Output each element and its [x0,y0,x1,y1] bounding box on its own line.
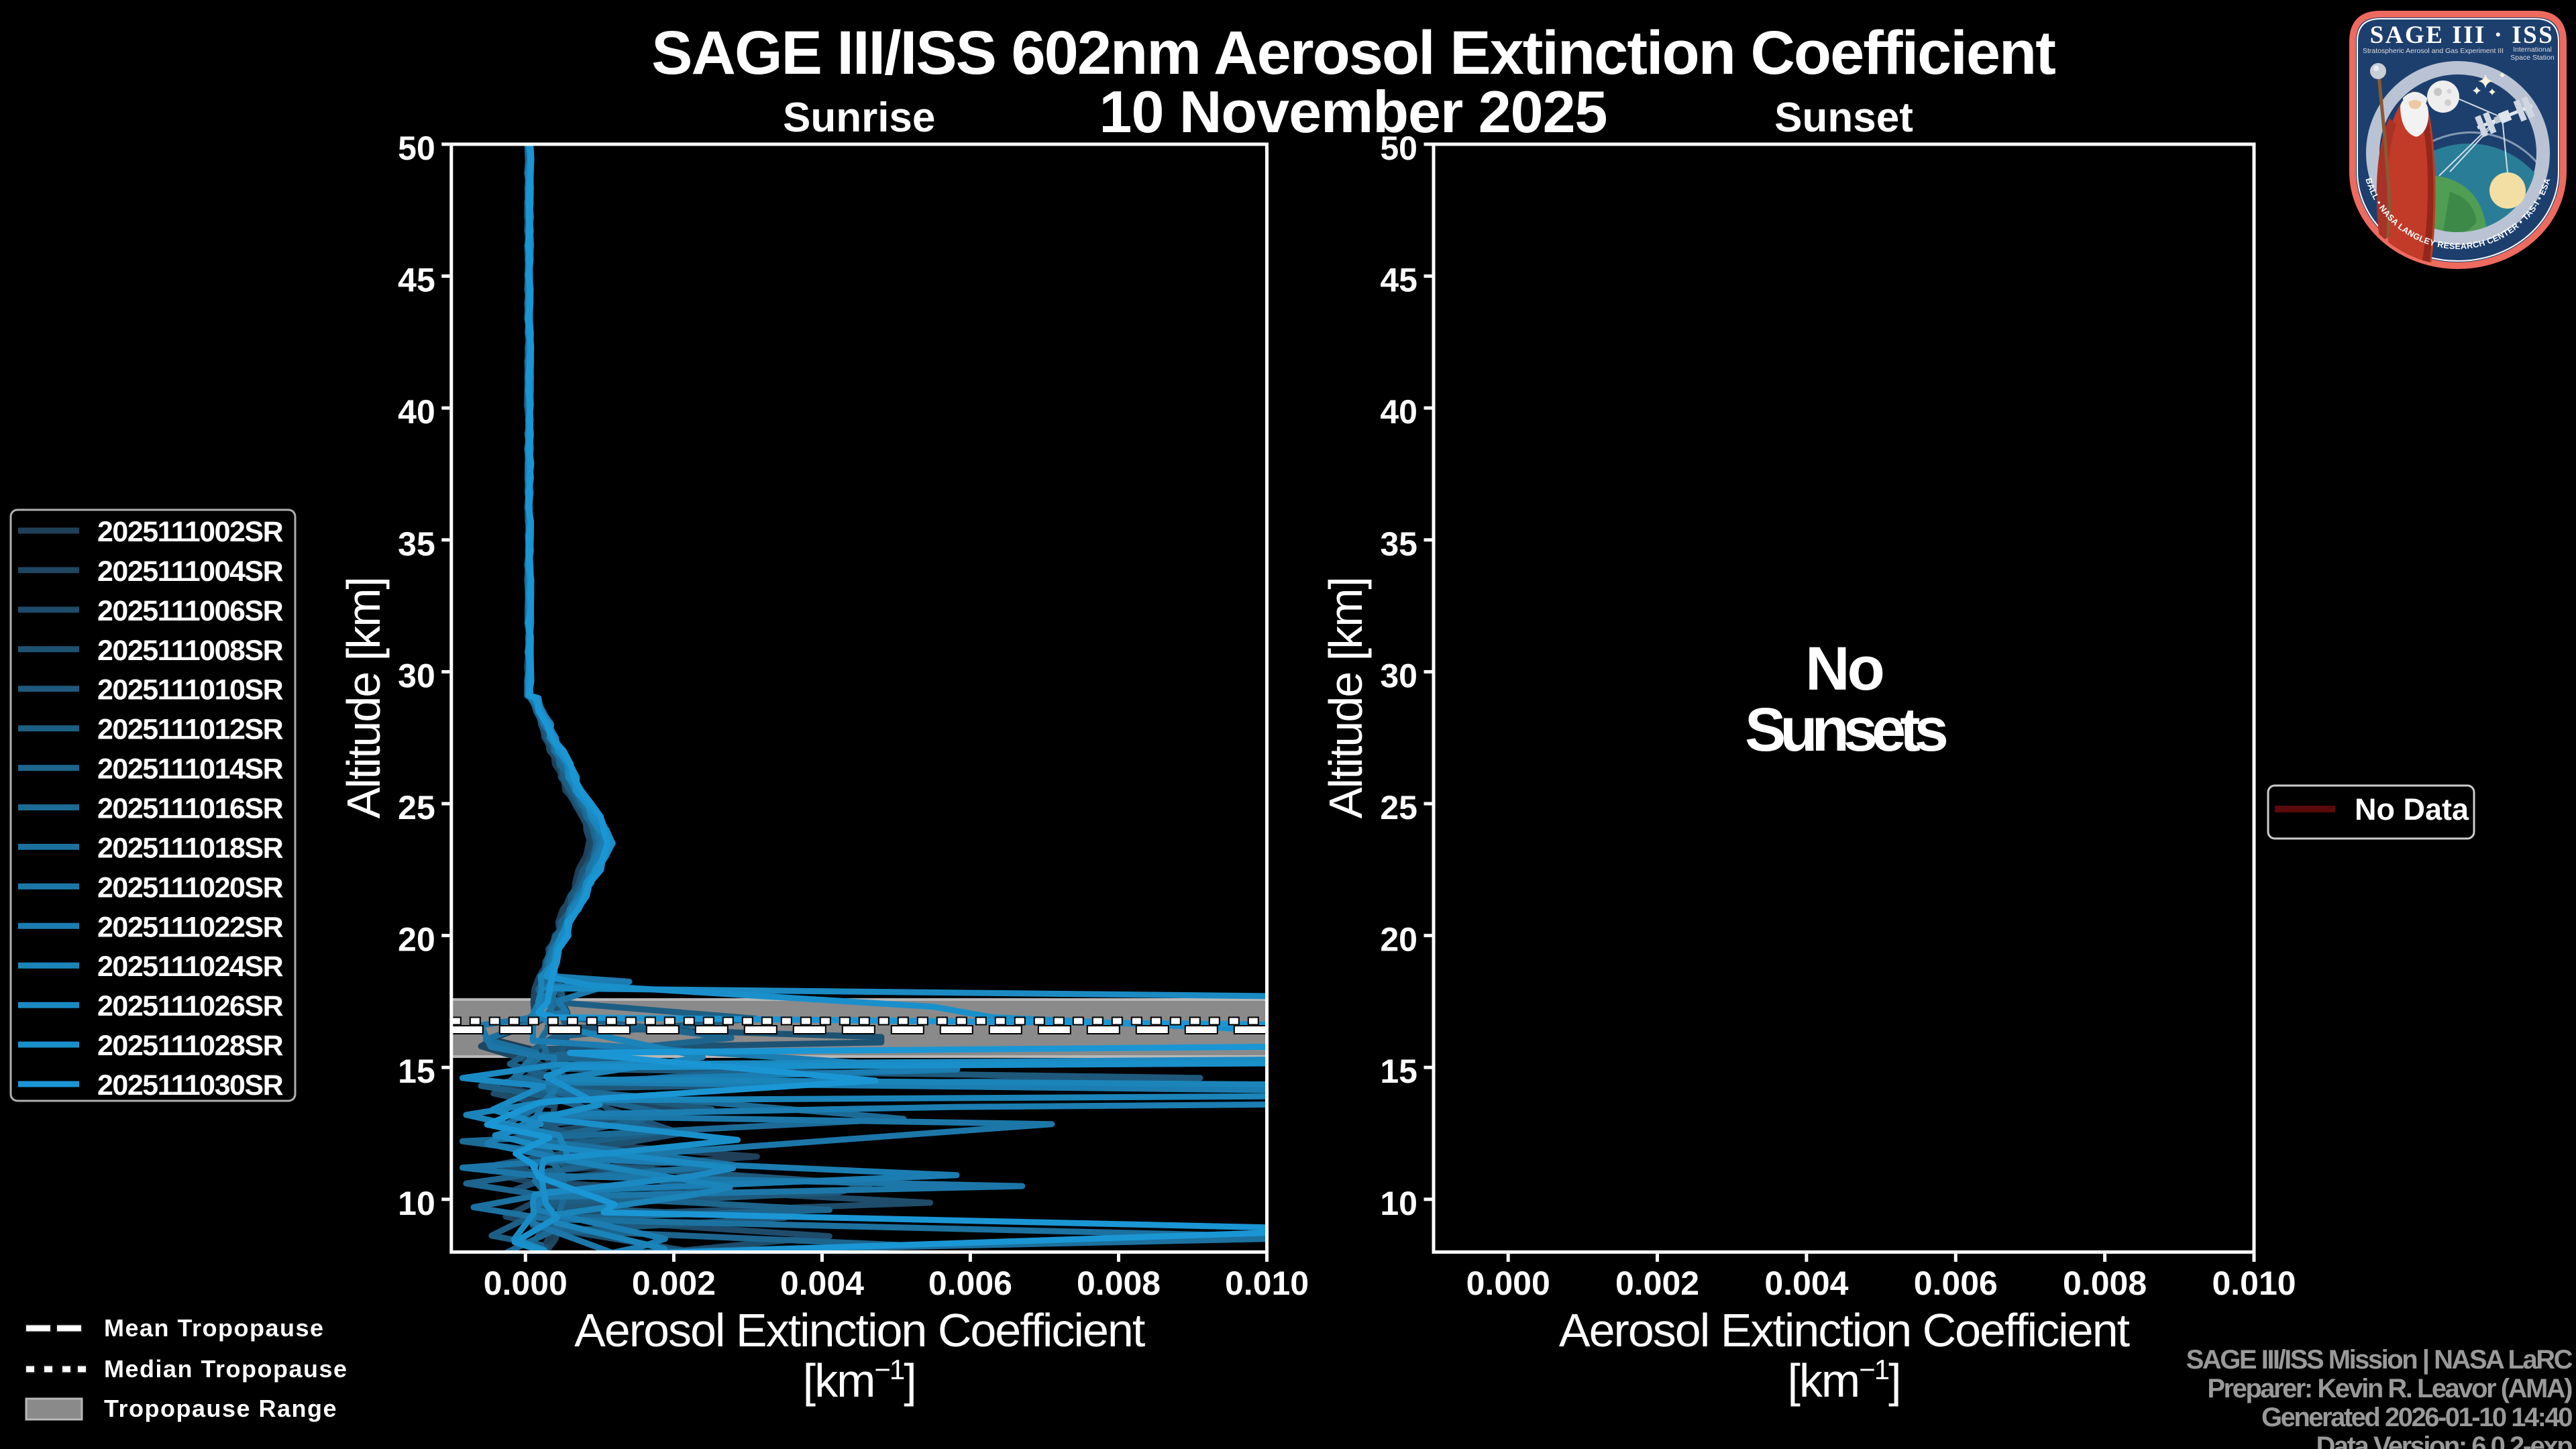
svg-text:30: 30 [398,657,435,694]
svg-text:No Data: No Data [2355,792,2469,826]
svg-text:0.002: 0.002 [1615,1265,1699,1302]
svg-text:Aerosol Extinction Coefficient: Aerosol Extinction Coefficient [1559,1304,2130,1356]
svg-text:40: 40 [1380,393,1417,431]
svg-text:35: 35 [1380,525,1417,563]
svg-text:2025111020SR: 2025111020SR [97,871,284,904]
svg-text:2025111028SR: 2025111028SR [97,1030,284,1062]
svg-text:Altitude [km]: Altitude [km] [1320,578,1372,818]
svg-text:35: 35 [398,525,435,563]
svg-text:50: 50 [1380,129,1417,167]
svg-text:0.000: 0.000 [1466,1265,1550,1302]
svg-text:2025111022SR: 2025111022SR [97,911,284,943]
svg-text:20: 20 [1380,921,1417,959]
svg-text:2025111018SR: 2025111018SR [97,832,284,864]
svg-text:Data Version: 6.0.2-exp: Data Version: 6.0.2-exp [2316,1432,2573,1449]
svg-text:2025111002SR: 2025111002SR [97,516,284,548]
svg-text:45: 45 [398,262,435,299]
svg-text:20: 20 [398,921,435,959]
svg-text:15: 15 [1380,1053,1417,1090]
svg-text:Sunrise: Sunrise [783,95,935,141]
svg-text:2025111008SR: 2025111008SR [97,635,284,667]
svg-text:25: 25 [1380,789,1417,826]
svg-text:2025111016SR: 2025111016SR [97,793,284,825]
svg-text:0.010: 0.010 [1225,1265,1309,1302]
svg-text:Tropopause Range: Tropopause Range [104,1395,337,1422]
svg-text:15: 15 [398,1053,435,1090]
svg-text:2025111026SR: 2025111026SR [97,990,284,1022]
svg-text:[km−1]: [km−1] [803,1354,916,1407]
svg-text:10: 10 [398,1185,435,1222]
svg-text:0.006: 0.006 [928,1265,1012,1302]
svg-text:Stratospheric Aerosol and Gas: Stratospheric Aerosol and Gas Experiment… [2363,47,2504,55]
svg-text:2025111030SR: 2025111030SR [97,1069,284,1102]
svg-text:Generated 2026-01-10 14:40: Generated 2026-01-10 14:40 [2261,1403,2572,1432]
svg-text:0.008: 0.008 [2063,1265,2147,1302]
svg-text:0.004: 0.004 [1764,1265,1848,1302]
svg-text:0.000: 0.000 [484,1265,568,1302]
svg-text:Sunsets: Sunsets [1745,696,1947,764]
svg-text:0.010: 0.010 [2212,1265,2296,1302]
svg-text:30: 30 [1380,657,1417,694]
svg-text:0.006: 0.006 [1914,1265,1998,1302]
svg-text:50: 50 [398,129,435,167]
svg-text:2025111010SR: 2025111010SR [97,674,284,706]
svg-text:2025111006SR: 2025111006SR [97,595,284,627]
svg-text:0.002: 0.002 [632,1265,716,1302]
svg-text:No: No [1805,635,1882,703]
svg-text:Median Tropopause: Median Tropopause [104,1355,348,1383]
svg-text:2025111012SR: 2025111012SR [97,714,284,746]
svg-text:Preparer: Kevin R. Leavor (AMA: Preparer: Kevin R. Leavor (AMA) [2207,1374,2572,1403]
svg-text:SAGE III/ISS Mission | NASA La: SAGE III/ISS Mission | NASA LaRC [2186,1345,2573,1375]
svg-text:Space Station: Space Station [2510,54,2555,62]
svg-text:25: 25 [398,789,435,826]
svg-text:SAGE III/ISS 602nm Aerosol Ext: SAGE III/ISS 602nm Aerosol Extinction Co… [651,19,2055,87]
svg-text:Aerosol Extinction Coefficient: Aerosol Extinction Coefficient [574,1304,1145,1356]
svg-text:0.008: 0.008 [1077,1265,1161,1302]
svg-text:SAGE III · ISS: SAGE III · ISS [2370,21,2555,49]
svg-text:Mean Tropopause: Mean Tropopause [104,1314,325,1342]
svg-text:45: 45 [1380,262,1417,299]
svg-text:2025111004SR: 2025111004SR [97,555,284,588]
svg-text:0.004: 0.004 [780,1265,864,1302]
svg-text:10 November 2025: 10 November 2025 [1099,78,1607,145]
svg-text:2025111014SR: 2025111014SR [97,753,284,786]
svg-text:International: International [2513,46,2552,54]
svg-text:40: 40 [398,393,435,431]
svg-text:Altitude [km]: Altitude [km] [337,578,390,818]
svg-text:10: 10 [1380,1185,1417,1222]
svg-text:2025111024SR: 2025111024SR [97,951,284,983]
svg-text:Sunset: Sunset [1774,95,1913,141]
